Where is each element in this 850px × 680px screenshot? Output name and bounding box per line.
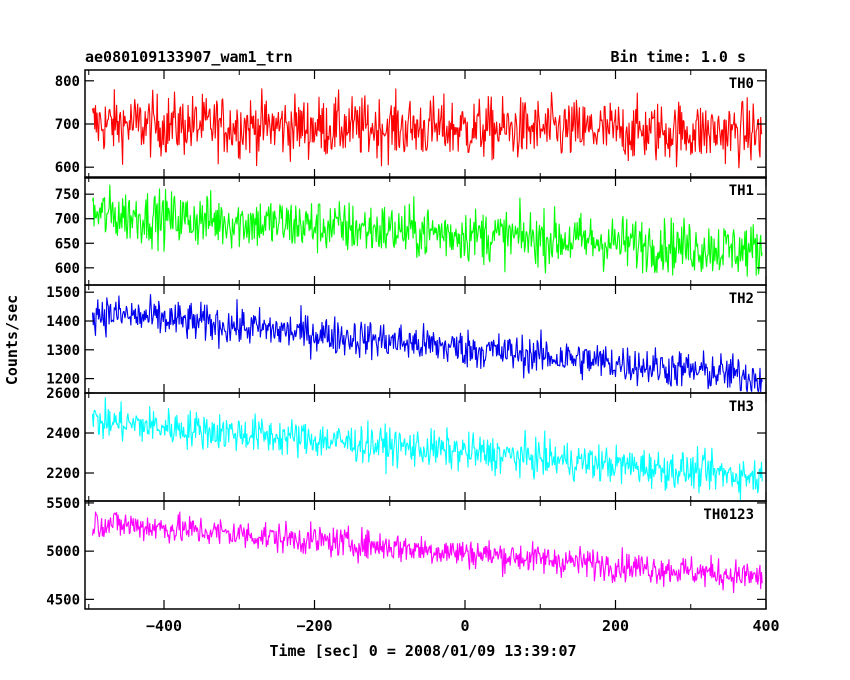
panel-label-th0123: TH0123 xyxy=(703,507,754,523)
x-tick-label: −400 xyxy=(146,617,182,635)
y-tick-label: 650 xyxy=(55,236,80,252)
y-axis-label: Counts/sec xyxy=(3,295,21,385)
y-tick-label: 750 xyxy=(55,187,80,203)
y-tick-label: 1200 xyxy=(46,372,80,388)
series-line-th1 xyxy=(91,184,763,277)
series-line-th0123 xyxy=(91,511,763,593)
x-tick-label: 400 xyxy=(752,617,779,635)
panel-label-th3: TH3 xyxy=(729,399,754,415)
y-tick-label: 800 xyxy=(55,74,80,90)
series-line-th0 xyxy=(91,88,763,169)
x-tick-label: 200 xyxy=(602,617,629,635)
y-tick-label: 600 xyxy=(55,160,80,176)
y-tick-label: 600 xyxy=(55,261,80,277)
bin-time-label: Bin time: 1.0 s xyxy=(611,48,746,66)
y-tick-label: 5500 xyxy=(46,496,80,512)
series-line-th2 xyxy=(91,294,763,393)
y-tick-label: 4500 xyxy=(46,592,80,608)
x-tick-label: 0 xyxy=(460,617,469,635)
y-tick-label: 700 xyxy=(55,117,80,133)
chart-title: ae080109133907_wam1_trn xyxy=(85,48,293,66)
panels-group: 600 700 800 TH0 600 650 700 750 TH1 1200 1300 1400 1… xyxy=(46,69,780,635)
panel-frame-th0123 xyxy=(84,500,767,610)
y-tick-label: 2400 xyxy=(46,426,80,442)
y-tick-label: 1300 xyxy=(46,343,80,359)
y-tick-label: 700 xyxy=(55,212,80,228)
y-tick-label: 5000 xyxy=(46,544,80,560)
x-axis-label: Time [sec] 0 = 2008/01/09 13:39:07 xyxy=(269,642,576,660)
y-tick-label: 1500 xyxy=(46,285,80,301)
panel-frame-th2 xyxy=(84,284,767,394)
y-tick-label: 2200 xyxy=(46,466,80,482)
panel-label-th2: TH2 xyxy=(729,291,754,307)
series-line-th3 xyxy=(91,397,763,501)
y-tick-label: 1400 xyxy=(46,314,80,330)
panel-label-th0: TH0 xyxy=(729,76,754,92)
y-tick-label: 2600 xyxy=(46,386,80,402)
x-tick-label: −200 xyxy=(296,617,332,635)
panel-label-th1: TH1 xyxy=(729,183,754,199)
